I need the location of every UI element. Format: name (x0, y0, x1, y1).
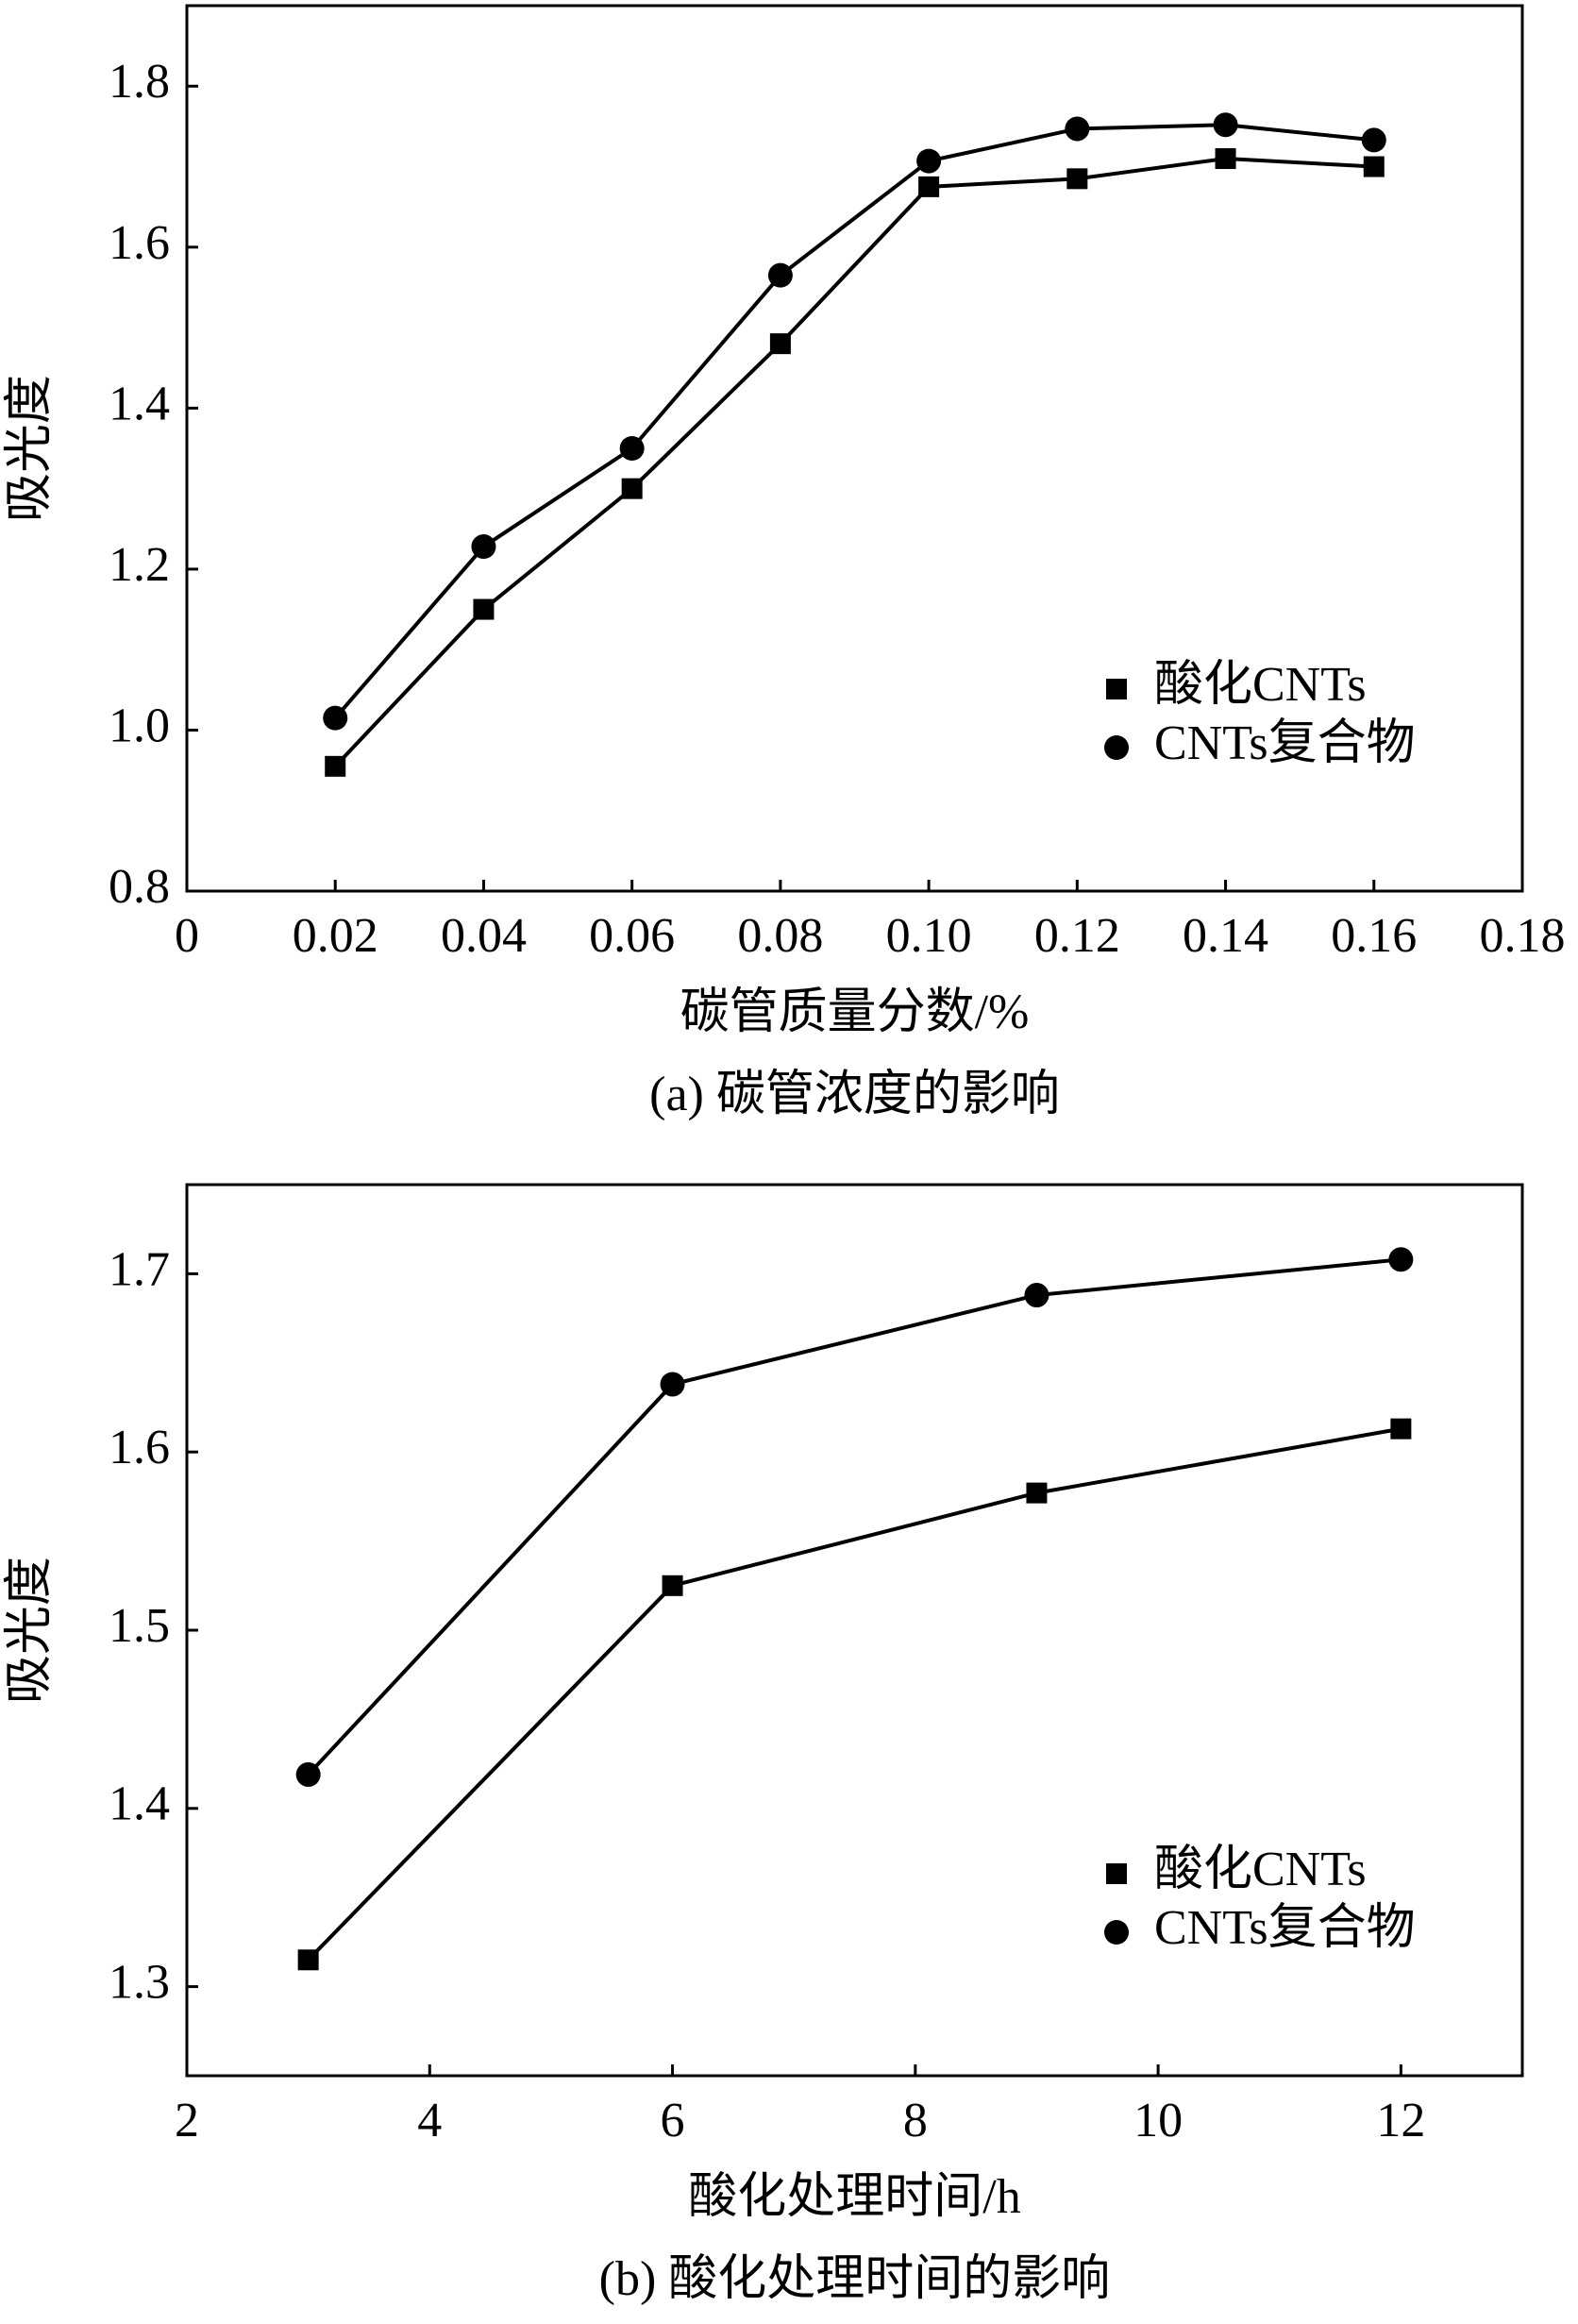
y-tick-label: 1.8 (109, 55, 170, 109)
y-tick-label: 1.7 (109, 1242, 170, 1296)
data-point (621, 478, 643, 499)
y-tick-label: 1.6 (109, 216, 170, 270)
data-point (1066, 168, 1088, 190)
data-point (767, 262, 793, 288)
data-point (323, 705, 348, 731)
legend-marker (1106, 679, 1127, 699)
data-point (325, 755, 346, 777)
y-axis-label: 吸光度 (3, 1557, 57, 1704)
x-tick-label: 4 (417, 2094, 442, 2147)
legend-marker (1106, 1863, 1127, 1884)
legend-marker (1104, 735, 1129, 760)
data-point (473, 598, 495, 620)
series-line (333, 157, 1374, 768)
y-tick-label: 1.4 (109, 377, 170, 430)
data-point (918, 176, 940, 197)
data-point (1215, 148, 1236, 170)
data-point (1026, 1482, 1048, 1504)
x-tick-label: 0.02 (293, 909, 378, 963)
plot-frame (185, 4, 1524, 893)
y-tick-label: 1.2 (109, 538, 170, 592)
y-axis-label: 吸光度 (3, 375, 57, 522)
data-point (619, 436, 645, 461)
legend-label: CNTs复合物 (1154, 716, 1416, 770)
x-tick-label: 0.16 (1331, 909, 1417, 963)
legend-label: 酸化CNTs (1154, 658, 1367, 712)
data-point (662, 1575, 683, 1596)
x-tick-label: 10 (1133, 2094, 1183, 2147)
x-tick-label: 0.12 (1034, 909, 1120, 963)
data-point (1024, 1283, 1049, 1308)
data-point (769, 333, 791, 355)
series-line (333, 123, 1374, 719)
legend-label: CNTs复合物 (1154, 1901, 1416, 1955)
caption: (b) 酸化处理时间的影响 (599, 2252, 1111, 2306)
x-tick-label: 0.08 (737, 909, 823, 963)
x-tick-label: 6 (661, 2094, 685, 2147)
x-tick-label: 0.06 (589, 909, 675, 963)
x-tick-label: 0.14 (1183, 909, 1268, 963)
y-tick-label: 1.0 (109, 699, 170, 752)
data-point (1065, 116, 1090, 142)
y-tick-label: 1.6 (109, 1421, 170, 1474)
x-tick-label: 0.04 (441, 909, 527, 963)
y-tick-label: 1.3 (109, 1956, 170, 2010)
series-line (307, 1426, 1402, 1962)
data-point (471, 534, 496, 560)
legend-label: 酸化CNTs (1154, 1843, 1367, 1896)
data-point (916, 148, 942, 174)
data-point (1390, 1418, 1412, 1440)
y-tick-label: 1.5 (109, 1599, 170, 1653)
data-point (1361, 127, 1386, 153)
x-tick-label: 0 (175, 909, 199, 963)
y-tick-label: 1.4 (109, 1777, 170, 1831)
data-point (295, 1761, 321, 1787)
y-tick-label: 0.8 (109, 860, 170, 914)
series-line (307, 1257, 1402, 1777)
data-point (1388, 1247, 1414, 1272)
x-axis-label: 碳管质量分数/% (680, 985, 1030, 1039)
data-point (660, 1372, 685, 1397)
x-tick-label: 0.18 (1480, 909, 1566, 963)
x-tick-label: 8 (903, 2094, 928, 2147)
data-point (297, 1949, 319, 1971)
x-tick-label: 2 (175, 2094, 199, 2147)
caption: (a) 碳管浓度的影响 (649, 1068, 1060, 1121)
data-point (1213, 112, 1238, 138)
legend-marker (1104, 1920, 1129, 1945)
x-tick-label: 0.10 (886, 909, 972, 963)
data-point (1363, 156, 1385, 177)
x-tick-label: 12 (1376, 2094, 1425, 2147)
x-axis-label: 酸化处理时间/h (688, 2170, 1020, 2224)
